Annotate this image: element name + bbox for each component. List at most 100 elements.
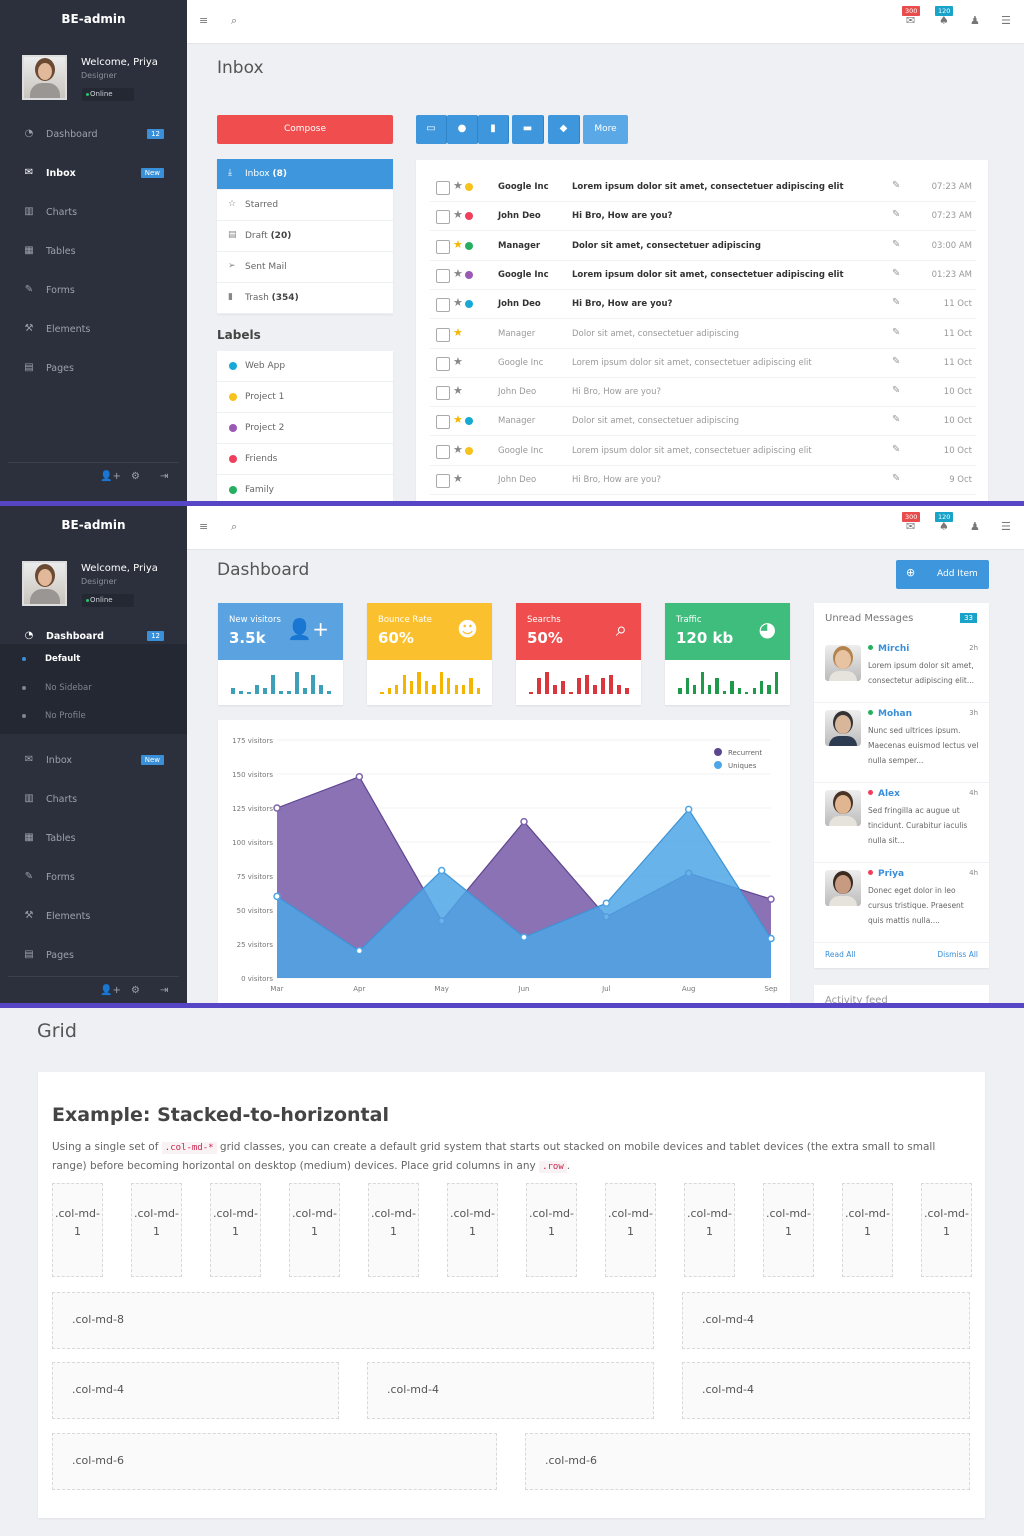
label-item[interactable]: Web App (217, 351, 393, 382)
spark-bar (279, 690, 283, 694)
sidebar-item-inbox[interactable]: ✉ Inbox New (0, 750, 187, 774)
sidebar-item-elements[interactable]: ⚒ Elements (0, 906, 187, 930)
user-icon[interactable]: ♟ (970, 520, 980, 533)
message-sender[interactable]: Priya (868, 869, 904, 879)
settings-icon[interactable]: ⚙ (131, 985, 140, 996)
search-icon[interactable]: ⌕ (231, 14, 238, 27)
submenu-item-no-sidebar[interactable]: No Sidebar (0, 680, 187, 700)
more-button[interactable]: More (583, 115, 628, 144)
sidebar-item-dashboard[interactable]: ◔ Dashboard 12 (0, 124, 187, 148)
star-icon[interactable]: ★ (453, 266, 463, 280)
sidebar-item-tables[interactable]: ▦ Tables (0, 241, 187, 265)
add-user-icon[interactable]: 👤+ (100, 985, 121, 996)
star-icon[interactable]: ★ (453, 384, 463, 398)
read-all-link[interactable]: Read All (825, 950, 856, 959)
label-item[interactable]: Project 1 (217, 382, 393, 413)
message-item[interactable]: Alex 4h Sed fringilla ac augue ut tincidun… (814, 783, 989, 863)
add-item-button[interactable]: ⊕ Add Item (896, 560, 989, 589)
mail-checkbox[interactable] (436, 444, 450, 459)
trash-button[interactable]: ▮ (478, 115, 509, 144)
menu-icon[interactable]: ≡ (199, 14, 209, 27)
submenu-item-default[interactable]: Default (0, 651, 187, 671)
message-sender[interactable]: Mirchi (868, 644, 909, 654)
search-icon[interactable]: ⌕ (231, 520, 238, 533)
list-icon[interactable]: ☰ (1001, 14, 1011, 27)
message-sender[interactable]: Alex (868, 789, 900, 799)
mail-row[interactable]: ★ John Deo Hi Bro, How are you? ✎ 11 Oct (430, 290, 976, 320)
sidebar-item-tables[interactable]: ▦ Tables (0, 828, 187, 852)
submenu-item-no-profile[interactable]: No Profile (0, 708, 187, 728)
mail-row[interactable]: ★ Google Inc Lorem ipsum dolor sit amet, c… (430, 261, 976, 290)
star-icon[interactable]: ★ (453, 208, 463, 222)
mail-icon[interactable]: ✉ 300 (902, 6, 921, 27)
label-item[interactable]: Friends (217, 444, 393, 475)
star-icon[interactable]: ★ (453, 472, 463, 485)
mail-row[interactable]: ★ Google Inc Lorem ipsum dolor sit amet, c… (430, 173, 976, 202)
mail-checkbox[interactable] (436, 474, 450, 488)
star-icon[interactable]: ★ (453, 413, 463, 427)
mail-row[interactable]: ★ Google Inc Lorem ipsum dolor sit amet, c… (430, 437, 976, 466)
mail-row[interactable]: ★ Manager Dolor sit amet, consectetuer adi… (430, 320, 976, 349)
mail-row[interactable]: ★ John Deo Hi Bro, How are you? ✎ 07:23 AM (430, 202, 976, 232)
folder-sent-mail[interactable]: ➢ Sent Mail (217, 252, 393, 283)
label-dot-icon (465, 446, 473, 455)
inbox-button[interactable]: ▭ (416, 115, 447, 144)
sidebar-item-inbox[interactable]: ✉ Inbox New (0, 163, 187, 187)
logout-icon[interactable]: ⇥ (160, 985, 169, 996)
mail-checkbox[interactable] (436, 327, 450, 342)
mail-checkbox[interactable] (436, 210, 450, 225)
dismiss-all-link[interactable]: Dismiss All (937, 950, 978, 959)
sidebar-item-forms[interactable]: ✎ Forms (0, 867, 187, 891)
sidebar-item-forms[interactable]: ✎ Forms (0, 280, 187, 304)
star-icon[interactable]: ★ (453, 296, 463, 310)
mail-row[interactable]: ★ Google Inc Lorem ipsum dolor sit amet, c… (430, 349, 976, 378)
star-icon[interactable]: ★ (453, 325, 463, 339)
sidebar-item-pages[interactable]: ▤ Pages (0, 945, 187, 969)
tag-button[interactable]: ◆ (548, 115, 580, 144)
mail-checkbox[interactable] (436, 239, 450, 254)
folder-starred[interactable]: ☆ Starred (217, 190, 393, 221)
sidebar-item-dashboard[interactable]: ◔ Dashboard 12 (0, 626, 187, 650)
sidebar-item-charts[interactable]: ▥ Charts (0, 789, 187, 813)
mail-row[interactable]: ★ Manager Dolor sit amet, consectetuer adi… (430, 232, 976, 261)
label-item[interactable]: Project 2 (217, 413, 393, 444)
folder-trash[interactable]: ▮ Trash (354) (217, 283, 393, 314)
sidebar-item-elements[interactable]: ⚒ Elements (0, 319, 187, 343)
message-sender[interactable]: Mohan (868, 709, 912, 719)
bell-icon[interactable]: ♠ 120 (935, 6, 954, 27)
star-icon[interactable]: ★ (453, 237, 463, 251)
star-icon[interactable]: ★ (453, 179, 463, 192)
mail-row[interactable]: ★ John Deo Hi Bro, How are you? ✎ 9 Oct (430, 466, 976, 495)
mail-checkbox[interactable] (436, 415, 450, 430)
folder-button[interactable]: ▬ (512, 115, 544, 144)
settings-icon[interactable]: ⚙ (131, 471, 140, 482)
folder-draft[interactable]: ▤ Draft (20) (217, 221, 393, 252)
mail-row[interactable]: ★ Manager Dolor sit amet, consectetuer adi… (430, 407, 976, 437)
mail-icon[interactable]: ✉ 300 (902, 512, 921, 533)
mail-checkbox[interactable] (436, 268, 450, 283)
sidebar-item-charts[interactable]: ▥ Charts (0, 202, 187, 226)
message-item[interactable]: Priya 4h Donec eget dolor in leo cursus tr… (814, 863, 989, 943)
message-item[interactable]: Mirchi 2h Lorem ipsum dolor sit amet, cons… (814, 638, 989, 703)
mail-checkbox[interactable] (436, 298, 450, 313)
alert-button[interactable]: ● (447, 115, 478, 144)
message-item[interactable]: Mohan 3h Nunc sed ultrices ipsum. Maecenas… (814, 703, 989, 783)
compose-button[interactable]: Compose (217, 115, 393, 144)
mail-checkbox[interactable] (436, 181, 450, 195)
star-icon[interactable]: ★ (453, 354, 463, 368)
label-item[interactable]: Family (217, 475, 393, 501)
list-icon[interactable]: ☰ (1001, 520, 1011, 533)
mail-checkbox[interactable] (436, 356, 450, 371)
mail-row[interactable]: ★ John Deo Hi Bro, How are you? ✎ 10 Oct (430, 378, 976, 408)
add-user-icon[interactable]: 👤+ (100, 471, 121, 482)
folder-inbox[interactable]: ⤓ Inbox (8) (217, 159, 393, 190)
sidebar-item-pages[interactable]: ▤ Pages (0, 358, 187, 382)
user-icon[interactable]: ♟ (970, 14, 980, 27)
sidebar-item-label: Dashboard (46, 129, 98, 140)
menu-icon[interactable]: ≡ (199, 520, 209, 533)
logout-icon[interactable]: ⇥ (160, 471, 169, 482)
mail-checkbox[interactable] (436, 386, 450, 401)
mail-time: 07:23 AM (931, 211, 972, 222)
star-icon[interactable]: ★ (453, 442, 463, 456)
bell-icon[interactable]: ♠ 120 (935, 512, 954, 533)
